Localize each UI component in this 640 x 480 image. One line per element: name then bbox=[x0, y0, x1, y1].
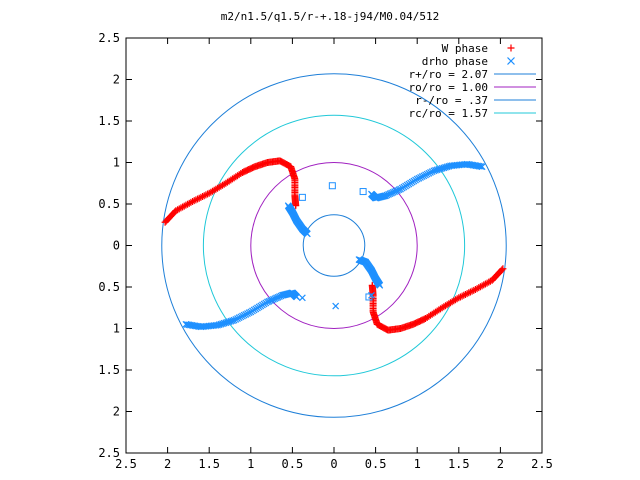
ticks-layer: 2.5 2 1.5 1 0.5 0 0.5 1 1.5 2 2.52.521.510.500.511… bbox=[98, 31, 553, 471]
square-point bbox=[359, 188, 367, 196]
legend-label: rc/ro = 1.57 bbox=[409, 107, 488, 120]
x-tick-label: 1 bbox=[414, 457, 421, 471]
w-phase-point bbox=[195, 194, 203, 202]
y-tick-label: 1 bbox=[113, 156, 120, 170]
w-phase-point bbox=[190, 197, 198, 205]
x-tick-label: 0 bbox=[330, 457, 337, 471]
drho-phase-point bbox=[332, 302, 340, 310]
y-tick-label: 1.5 bbox=[98, 114, 120, 128]
y-tick-label: 2 bbox=[113, 73, 120, 87]
x-tick-label: 2 bbox=[164, 457, 171, 471]
w-phase-point bbox=[292, 202, 300, 210]
legend-label: r-/ro = .37 bbox=[415, 94, 488, 107]
circle-1 bbox=[250, 162, 418, 329]
x-tick-label: 1.5 bbox=[198, 457, 220, 471]
w-phase-point bbox=[465, 289, 473, 297]
w-phase-point bbox=[458, 292, 466, 300]
w-phase-point bbox=[200, 192, 208, 200]
drho-phase-point bbox=[368, 291, 375, 299]
w-phase-point bbox=[194, 195, 202, 203]
x-tick-label: 1 bbox=[247, 457, 254, 471]
w-phase-point bbox=[192, 196, 200, 204]
y-tick-label: 0.5 bbox=[98, 280, 120, 294]
legend-label: W phase bbox=[442, 42, 488, 55]
w-phase-point bbox=[368, 281, 376, 289]
circles-layer bbox=[161, 73, 507, 418]
w-phase-point bbox=[468, 287, 476, 295]
circle-3 bbox=[202, 114, 466, 377]
w-phase-point bbox=[197, 193, 205, 201]
w-phase-point bbox=[199, 193, 207, 201]
drho-phase-point bbox=[293, 293, 300, 301]
y-tick-label: 2.5 bbox=[98, 446, 120, 460]
drho-phase-point bbox=[355, 256, 363, 264]
drho-phase-point bbox=[298, 294, 306, 302]
square-point bbox=[298, 193, 306, 201]
x-tick-label: 0.5 bbox=[282, 457, 304, 471]
legend-label: ro/ro = 1.00 bbox=[409, 81, 488, 94]
legend-label: r+/ro = 2.07 bbox=[409, 68, 488, 81]
y-tick-label: 1.5 bbox=[98, 363, 120, 377]
x-tick-label: 2 bbox=[497, 457, 504, 471]
drho-phase-point bbox=[303, 230, 311, 238]
legend-label: drho phase bbox=[422, 55, 488, 68]
legend-marker bbox=[507, 44, 515, 52]
x-tick-label: 2.5 bbox=[115, 457, 137, 471]
x-tick-label: 2.5 bbox=[531, 457, 553, 471]
circle-2 bbox=[302, 214, 366, 277]
drho-phase-point bbox=[368, 190, 375, 198]
circle-0 bbox=[161, 73, 507, 418]
y-tick-label: 2.5 bbox=[98, 31, 120, 45]
w-phase-point bbox=[202, 191, 210, 199]
points-layer bbox=[161, 157, 507, 334]
w-phase-point bbox=[460, 291, 468, 299]
w-phase-point bbox=[470, 286, 478, 294]
y-tick-label: 0 bbox=[113, 239, 120, 253]
x-tick-label: 1.5 bbox=[448, 457, 470, 471]
chart-title: m2/n1.5/q1.5/r-+.18-j94/M0.04/512 bbox=[221, 10, 440, 23]
square-point bbox=[365, 293, 373, 301]
w-phase-point bbox=[466, 288, 474, 296]
w-phase-point bbox=[189, 198, 197, 206]
w-phase-point bbox=[471, 285, 479, 293]
x-tick-label: 0.5 bbox=[365, 457, 387, 471]
w-phase-point bbox=[461, 290, 469, 298]
w-phase-point bbox=[463, 290, 471, 298]
legend-marker bbox=[507, 57, 515, 65]
square-point bbox=[328, 182, 336, 190]
y-tick-label: 2 bbox=[113, 405, 120, 419]
y-tick-label: 1 bbox=[113, 322, 120, 336]
y-tick-label: 0.5 bbox=[98, 197, 120, 211]
